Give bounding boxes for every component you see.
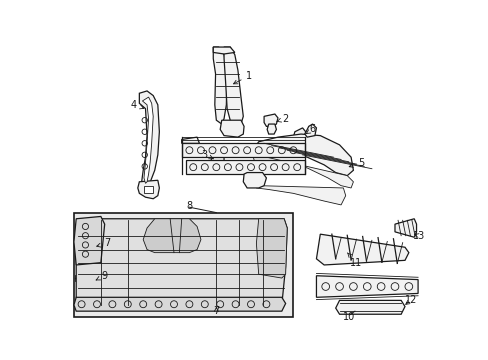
Polygon shape — [256, 186, 345, 205]
Text: 3: 3 — [202, 150, 213, 160]
Polygon shape — [256, 219, 286, 278]
Polygon shape — [316, 276, 417, 297]
Polygon shape — [264, 114, 277, 126]
Text: 5: 5 — [348, 158, 364, 167]
Polygon shape — [305, 124, 316, 137]
Text: 7: 7 — [213, 306, 219, 316]
Bar — [182, 143, 305, 157]
Text: 12: 12 — [404, 295, 416, 305]
Polygon shape — [316, 234, 408, 265]
Polygon shape — [86, 267, 92, 289]
Bar — [185, 160, 305, 174]
Text: 8: 8 — [186, 202, 192, 211]
Polygon shape — [243, 172, 266, 188]
Bar — [143, 186, 153, 193]
Polygon shape — [210, 155, 224, 165]
Polygon shape — [253, 155, 353, 188]
Polygon shape — [213, 47, 234, 54]
Polygon shape — [74, 297, 285, 311]
Text: 6: 6 — [306, 125, 315, 134]
Polygon shape — [138, 180, 159, 199]
Polygon shape — [335, 300, 404, 314]
Text: 11: 11 — [346, 253, 362, 267]
Polygon shape — [143, 219, 201, 253]
Polygon shape — [213, 161, 221, 170]
Polygon shape — [76, 219, 286, 309]
Text: 7: 7 — [97, 238, 110, 248]
Polygon shape — [224, 47, 243, 126]
Text: 9: 9 — [96, 271, 107, 281]
Text: 1: 1 — [233, 71, 252, 84]
Polygon shape — [182, 137, 199, 143]
Polygon shape — [142, 97, 153, 183]
Polygon shape — [266, 124, 276, 134]
Polygon shape — [139, 91, 159, 189]
Polygon shape — [74, 216, 104, 265]
Polygon shape — [220, 120, 244, 137]
Text: 13: 13 — [412, 231, 424, 241]
Polygon shape — [213, 47, 226, 124]
Polygon shape — [293, 128, 305, 143]
Text: 10: 10 — [343, 311, 355, 321]
Text: 4: 4 — [131, 100, 143, 110]
Bar — [74, 213, 293, 316]
Text: 2: 2 — [276, 114, 288, 123]
Polygon shape — [75, 275, 103, 281]
Polygon shape — [394, 219, 416, 237]
Polygon shape — [254, 134, 353, 176]
